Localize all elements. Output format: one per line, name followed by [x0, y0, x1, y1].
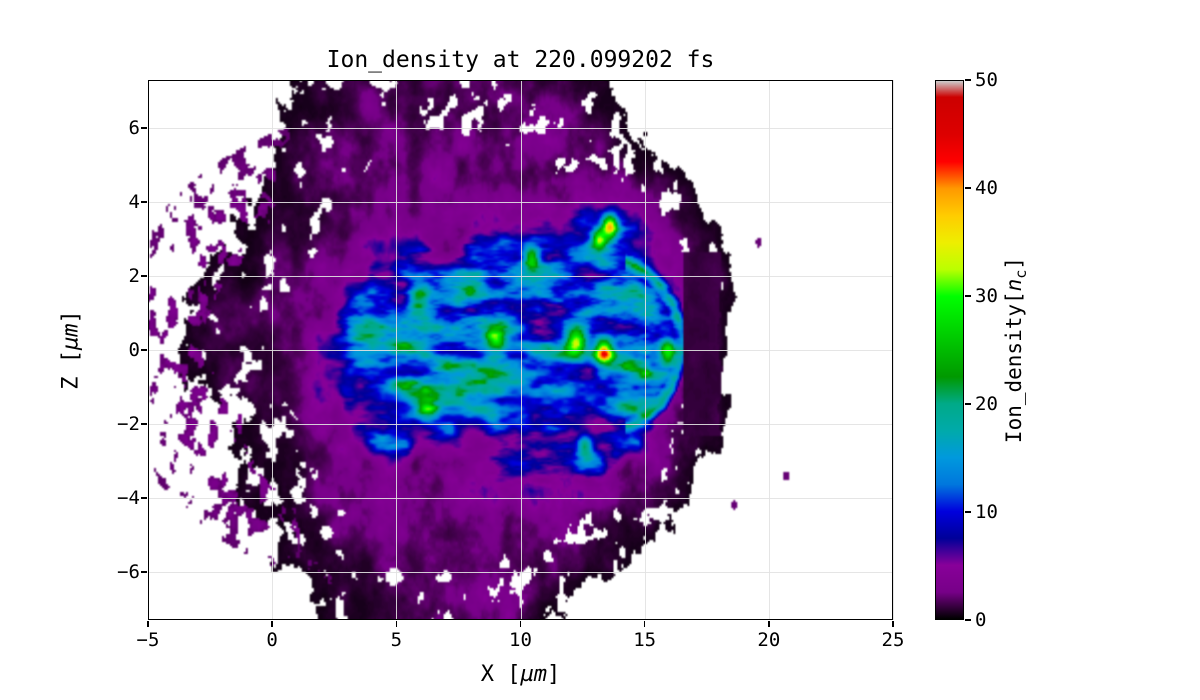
colorbar-tick — [965, 403, 971, 405]
x-axis-unit: µm — [520, 662, 548, 687]
plot-area — [148, 80, 894, 620]
y-tick-label: 2 — [128, 265, 140, 288]
y-tick — [141, 127, 147, 129]
y-tick-label: −6 — [117, 560, 140, 583]
colorbar-label-var: n — [1001, 278, 1026, 292]
y-tick — [141, 201, 147, 203]
colorbar-tick-label: 40 — [975, 177, 998, 199]
x-axis-label-prefix: X [ — [480, 662, 521, 687]
x-tick-label: 15 — [633, 629, 657, 651]
x-tick — [395, 621, 398, 627]
y-tick-label: −2 — [117, 412, 140, 435]
y-tick — [141, 571, 147, 573]
colorbar-label-suffix: ] — [1001, 256, 1026, 270]
x-tick — [147, 621, 149, 627]
y-tick — [141, 423, 147, 425]
y-tick-label: 0 — [128, 339, 140, 361]
y-tick-label: 6 — [128, 117, 140, 140]
x-axis-label: X [µm] — [148, 662, 893, 687]
colorbar-tick — [965, 79, 971, 81]
y-tick — [141, 497, 147, 499]
x-tick — [768, 621, 770, 627]
colorbar-tick-label: 50 — [975, 69, 998, 91]
x-tick — [519, 621, 522, 627]
colorbar-label-prefix: Ion_density[ — [1001, 291, 1026, 444]
colorbar-label: Ion_density[nc] — [1002, 257, 1030, 443]
colorbar-tick — [965, 187, 971, 189]
x-tick — [643, 621, 646, 627]
colorbar-tick — [965, 511, 971, 513]
x-tick — [892, 621, 894, 627]
x-axis-label-suffix: ] — [547, 662, 561, 687]
x-tick-label: 5 — [390, 629, 403, 651]
y-tick — [141, 349, 147, 351]
colorbar-label-sub: c — [1012, 269, 1031, 279]
colorbar-tick-label: 0 — [975, 609, 987, 631]
x-tick-label: −5 — [136, 629, 160, 651]
y-tick — [141, 275, 147, 277]
x-tick — [271, 621, 273, 627]
y-tick-label: 4 — [128, 191, 140, 214]
x-tick-label: 10 — [509, 629, 532, 651]
y-tick-label: −4 — [117, 486, 140, 509]
x-tick-label: 0 — [266, 629, 278, 651]
colorbar-tick — [965, 619, 971, 621]
colorbar-tick-label: 20 — [975, 393, 998, 415]
colorbar-tick-label: 30 — [975, 285, 998, 307]
x-tick-label: 20 — [757, 629, 781, 651]
chart-title: Ion_density at 220.099202 fs — [326, 47, 715, 73]
colorbar-tick-label: 10 — [975, 501, 998, 523]
colorbar-tick — [965, 295, 971, 297]
y-axis-label-suffix: ] — [58, 310, 84, 324]
colorbar-gradient — [936, 81, 963, 619]
gridline-vertical — [893, 80, 894, 620]
colorbar — [935, 80, 964, 620]
heatmap-canvas — [148, 80, 893, 620]
x-tick-label: 25 — [881, 629, 905, 651]
